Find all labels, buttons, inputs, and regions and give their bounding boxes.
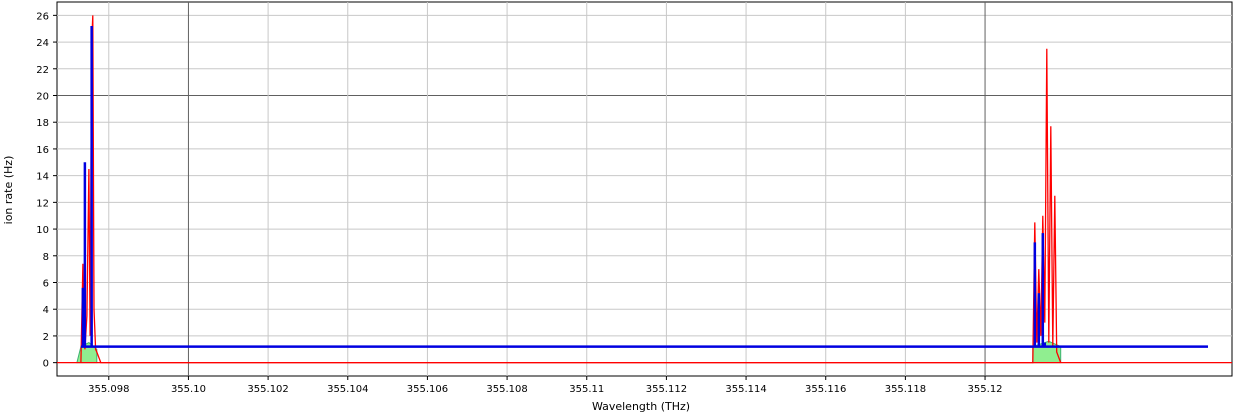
y-tick-label: 16 bbox=[36, 145, 49, 156]
y-tick-label: 18 bbox=[36, 118, 49, 129]
series-layer bbox=[57, 15, 1232, 364]
y-tick-label: 12 bbox=[36, 198, 49, 209]
y-tick-label: 14 bbox=[36, 172, 49, 183]
y-tick-label: 6 bbox=[43, 279, 49, 290]
y-tick-label: 8 bbox=[43, 252, 49, 263]
y-tick-label: 24 bbox=[36, 38, 49, 49]
x-tick-label: 355.098 bbox=[88, 384, 129, 395]
x-tick-label: 355.104 bbox=[327, 384, 368, 395]
x-tick-label: 355.118 bbox=[885, 384, 926, 395]
y-tick-label: 22 bbox=[36, 65, 49, 76]
x-tick-label: 355.112 bbox=[646, 384, 687, 395]
y-axis-title: ion rate (Hz) bbox=[2, 156, 15, 225]
x-tick-label: 355.10 bbox=[171, 384, 206, 395]
y-tick-label: 0 bbox=[43, 359, 49, 370]
y-tick-label: 26 bbox=[36, 11, 49, 22]
y-tick-label: 10 bbox=[36, 225, 49, 236]
x-tick-label: 355.114 bbox=[725, 384, 766, 395]
y-tick-label: 2 bbox=[43, 332, 49, 343]
x-axis-title: Wavelength (THz) bbox=[592, 400, 690, 413]
x-tick-label: 355.11 bbox=[569, 384, 604, 395]
y-tick-label: 4 bbox=[43, 305, 49, 316]
y-tick-label: 20 bbox=[36, 92, 49, 103]
x-tick-label: 355.116 bbox=[805, 384, 846, 395]
x-tick-label: 355.108 bbox=[486, 384, 527, 395]
x-tick-label: 355.102 bbox=[247, 384, 288, 395]
x-tick-label: 355.106 bbox=[407, 384, 448, 395]
x-tick-label: 355.12 bbox=[968, 384, 1003, 395]
